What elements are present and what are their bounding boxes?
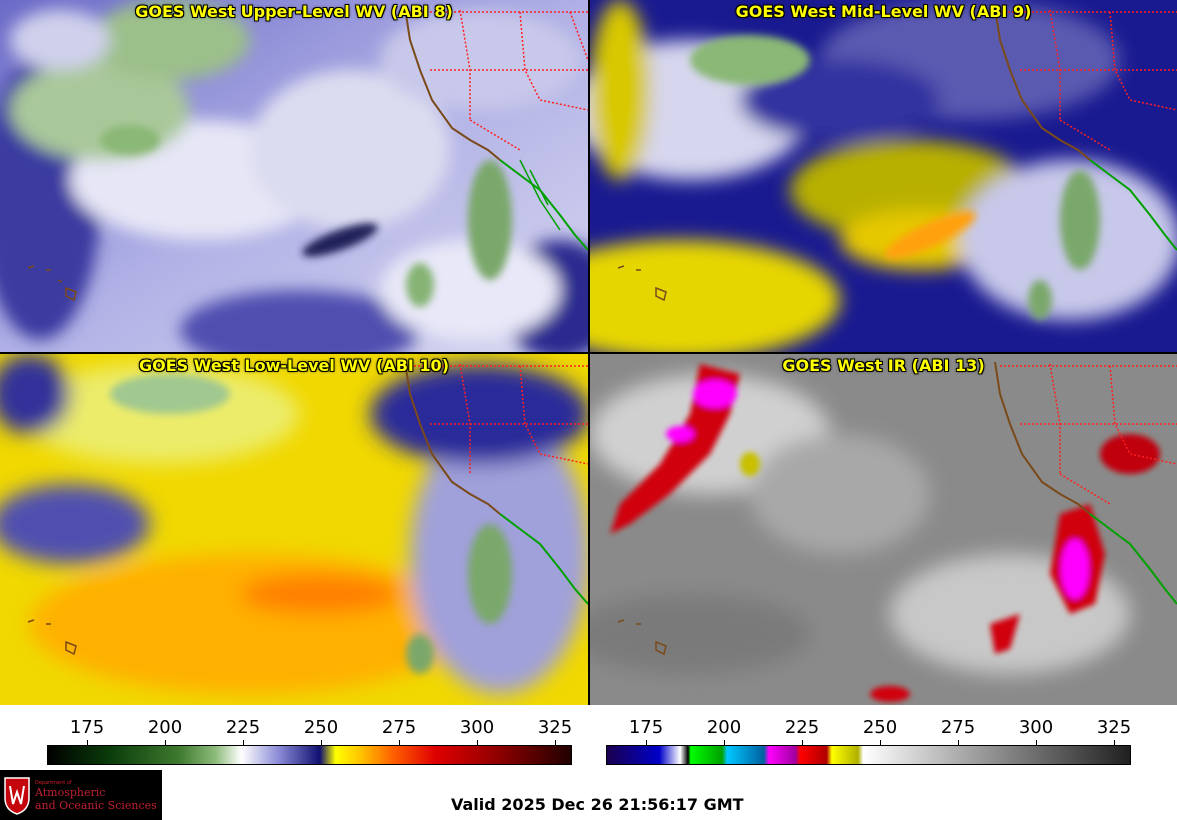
wv-colorbar-tick: 325 — [537, 717, 573, 738]
upper-level-wv-title: GOES West Upper-Level WV (ABI 8) — [135, 2, 453, 21]
low-level-wv-panel: GOES West Low-Level WV (ABI 10) — [0, 354, 588, 705]
ir-colorbar-tick: 275 — [940, 717, 976, 738]
wv-colorbar-tick: 275 — [381, 717, 417, 738]
logo-department: Department of — [35, 780, 72, 786]
upper-level-wv-panel: GOES West Upper-Level WV (ABI 8) — [0, 0, 588, 352]
low-level-wv-image — [0, 354, 588, 705]
wv-colorbar-tick: 175 — [69, 717, 105, 738]
low-level-wv-title: GOES West Low-Level WV (ABI 10) — [138, 356, 449, 375]
wv-colorbar-tick: 300 — [459, 717, 495, 738]
aos-logo[interactable]: Department of Atmospheric and Oceanic Sc… — [0, 770, 162, 820]
ir-colorbar-tick: 250 — [862, 717, 898, 738]
panel-divider-horizontal — [0, 352, 1177, 354]
logo-name-line2: and Oceanic Sciences — [35, 799, 157, 812]
upper-level-wv-image — [0, 0, 588, 352]
wv-colorbar-tick: 225 — [225, 717, 261, 738]
wv-colorbar: 175 200 225 250 275 300 325 — [0, 705, 588, 767]
ir-colorbar-tick: 300 — [1018, 717, 1054, 738]
wv-colorbar-gradient — [47, 745, 572, 765]
mid-level-wv-panel: GOES West Mid-Level WV (ABI 9) — [590, 0, 1177, 352]
ir-colorbar-tick: 225 — [784, 717, 820, 738]
valid-time: Valid 2025 Dec 26 21:56:17 GMT — [451, 795, 744, 814]
uw-crest-icon — [4, 777, 30, 815]
ir-colorbar-tick: 200 — [706, 717, 742, 738]
mid-level-wv-image — [590, 0, 1177, 352]
ir-title: GOES West IR (ABI 13) — [782, 356, 985, 375]
wv-colorbar-tick: 250 — [303, 717, 339, 738]
ir-colorbar: 175 200 225 250 275 300 325 — [590, 705, 1177, 767]
ir-colorbar-gradient — [606, 745, 1131, 765]
logo-name-line1: Atmospheric — [35, 786, 106, 799]
ir-colorbar-tick: 325 — [1096, 717, 1132, 738]
wv-colorbar-tick: 200 — [147, 717, 183, 738]
mid-level-wv-title: GOES West Mid-Level WV (ABI 9) — [735, 2, 1032, 21]
ir-panel: GOES West IR (ABI 13) — [590, 354, 1177, 705]
ir-image — [590, 354, 1177, 705]
ir-colorbar-tick: 175 — [628, 717, 664, 738]
